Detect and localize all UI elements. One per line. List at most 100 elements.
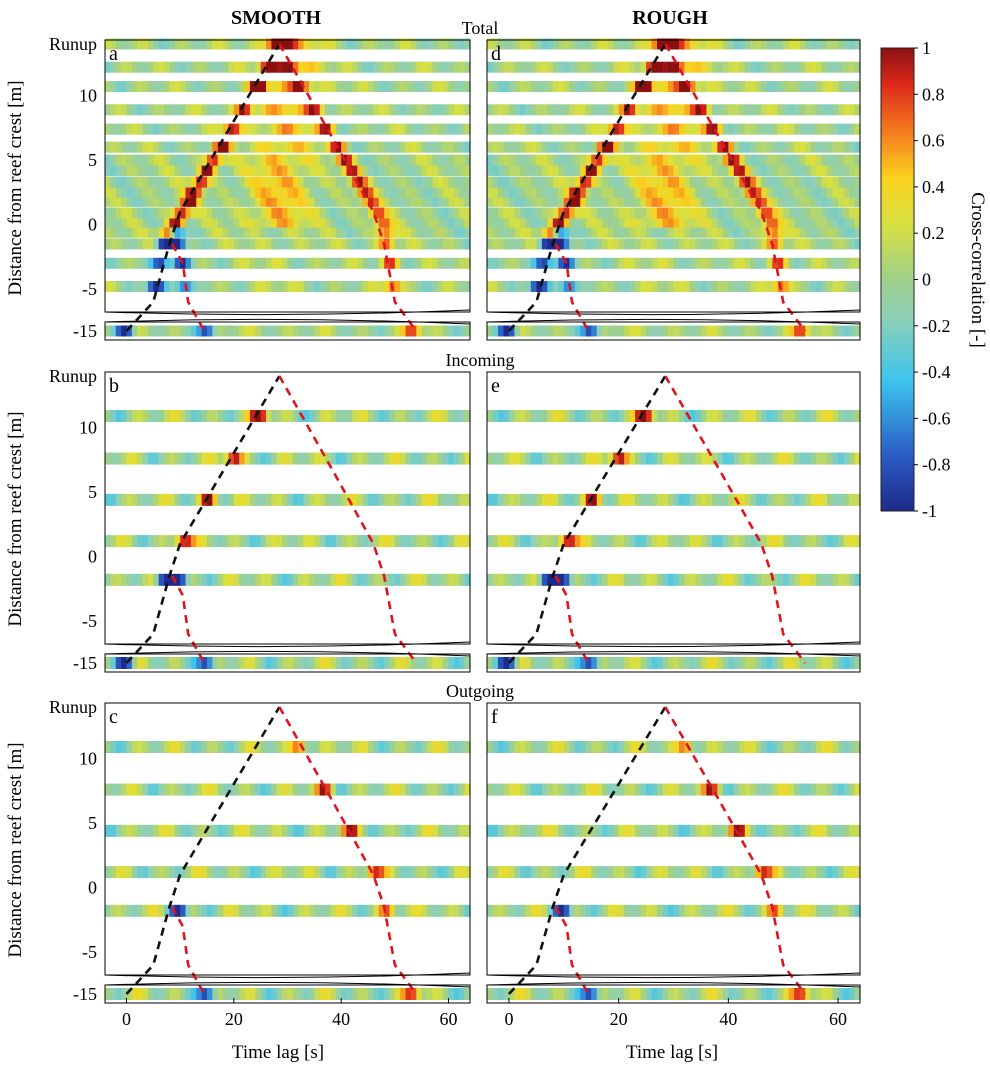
heatmap-cell — [169, 657, 176, 669]
heatmap-cell — [427, 409, 434, 422]
heatmap-cell — [761, 573, 768, 586]
heatmap-cell — [373, 988, 380, 1000]
heatmap-cell — [563, 104, 570, 116]
heatmap-cell — [271, 257, 278, 269]
heatmap-cell — [580, 573, 587, 586]
heatmap-cell — [180, 904, 187, 917]
heatmap-cell — [695, 657, 702, 669]
heatmap-cell — [233, 38, 240, 50]
heatmap-cell — [805, 186, 812, 198]
heatmap-cell — [228, 238, 235, 250]
heatmap-cell — [783, 493, 790, 506]
heatmap-cell — [788, 493, 795, 506]
heatmap-cell — [384, 783, 391, 796]
heatmap-cell — [497, 164, 505, 176]
heatmap-cell — [728, 226, 735, 238]
heatmap-cell — [711, 824, 718, 837]
heatmap-cell — [298, 38, 305, 50]
heatmap-cell — [298, 164, 305, 176]
heatmap-cell — [805, 81, 812, 93]
heatmap-cell — [351, 452, 358, 465]
heatmap-cell — [668, 573, 675, 586]
heatmap-cell — [137, 38, 144, 50]
heatmap-cell — [292, 186, 299, 198]
heatmap-cell — [574, 824, 581, 837]
heatmap-cell — [689, 226, 697, 238]
heatmap-cell — [552, 325, 559, 337]
heatmap-cell — [733, 141, 740, 153]
heatmap-cell — [777, 866, 784, 879]
heatmap-cell — [635, 573, 642, 586]
heatmap-cell — [287, 207, 294, 219]
heatmap-cell — [733, 904, 740, 917]
heatmap-cell — [755, 104, 762, 116]
station-strip — [105, 281, 471, 293]
heatmap-cell — [357, 988, 364, 1000]
heatmap-cell — [728, 186, 735, 198]
heatmap-cell — [255, 657, 262, 669]
heatmap-cell — [673, 493, 680, 506]
heatmap-cell — [629, 238, 636, 250]
heatmap-cell — [217, 988, 224, 1000]
heatmap-cell — [169, 216, 176, 228]
station-strip — [105, 824, 471, 837]
heatmap-cell — [684, 657, 691, 669]
heatmap-cell — [838, 123, 845, 135]
heatmap-cell — [147, 452, 154, 465]
heatmap-cell — [239, 452, 246, 465]
heatmap-cell — [569, 535, 576, 548]
heatmap-cell — [110, 176, 117, 188]
heatmap-cell — [569, 123, 576, 135]
heatmap-cell — [805, 493, 812, 506]
heatmap-cell — [854, 38, 861, 50]
heatmap-cell — [662, 740, 669, 753]
heatmap-cell — [260, 38, 267, 50]
heatmap-cell — [239, 493, 246, 506]
heatmap-cell — [788, 207, 795, 219]
heatmap-cell — [799, 325, 806, 337]
heatmap-cell — [678, 141, 686, 153]
heatmap-cell — [341, 824, 348, 837]
heatmap-cell — [185, 81, 192, 93]
heatmap-cell — [400, 195, 407, 207]
heatmap-cell — [416, 123, 423, 135]
heatmap-cell — [827, 104, 834, 116]
heatmap-cell — [728, 904, 735, 917]
heatmap-cell — [282, 141, 289, 153]
heatmap-cell — [596, 281, 603, 293]
heatmap-cell — [816, 195, 823, 207]
heatmap-cell — [298, 866, 305, 879]
heatmap-cell — [410, 325, 417, 337]
heatmap-cell — [662, 783, 669, 796]
heatmap-cell — [640, 81, 647, 93]
heatmap-cell — [105, 988, 111, 1000]
heatmap-cell — [492, 186, 499, 198]
heatmap-cell — [453, 123, 460, 135]
heatmap-cell — [110, 154, 117, 166]
heatmap-cell — [405, 281, 412, 293]
heatmap-cell — [341, 783, 348, 796]
heatmap-cell — [805, 657, 812, 669]
heatmap-cell — [400, 164, 407, 176]
station-strip — [105, 657, 471, 669]
heatmap-cell — [558, 216, 565, 228]
heatmap-cell — [832, 154, 839, 166]
heatmap-cell — [854, 216, 861, 228]
heatmap-cell — [287, 238, 294, 250]
heatmap-cell — [351, 61, 358, 73]
heatmap-cell — [827, 207, 834, 219]
heatmap-cell — [437, 535, 444, 548]
heatmap-cell — [810, 61, 817, 73]
heatmap-cell — [384, 164, 391, 176]
heatmap-cell — [618, 452, 625, 465]
heatmap-cell — [212, 493, 219, 506]
heatmap-cell — [563, 740, 570, 753]
heatmap-cell — [169, 783, 176, 796]
heatmap-cell — [684, 535, 691, 548]
heatmap-cell — [541, 195, 548, 207]
heatmap-cell — [271, 104, 278, 116]
heatmap-cell — [282, 186, 289, 198]
heatmap-cell — [228, 186, 235, 198]
heatmap-cell — [368, 176, 374, 188]
heatmap-cell — [206, 104, 213, 116]
